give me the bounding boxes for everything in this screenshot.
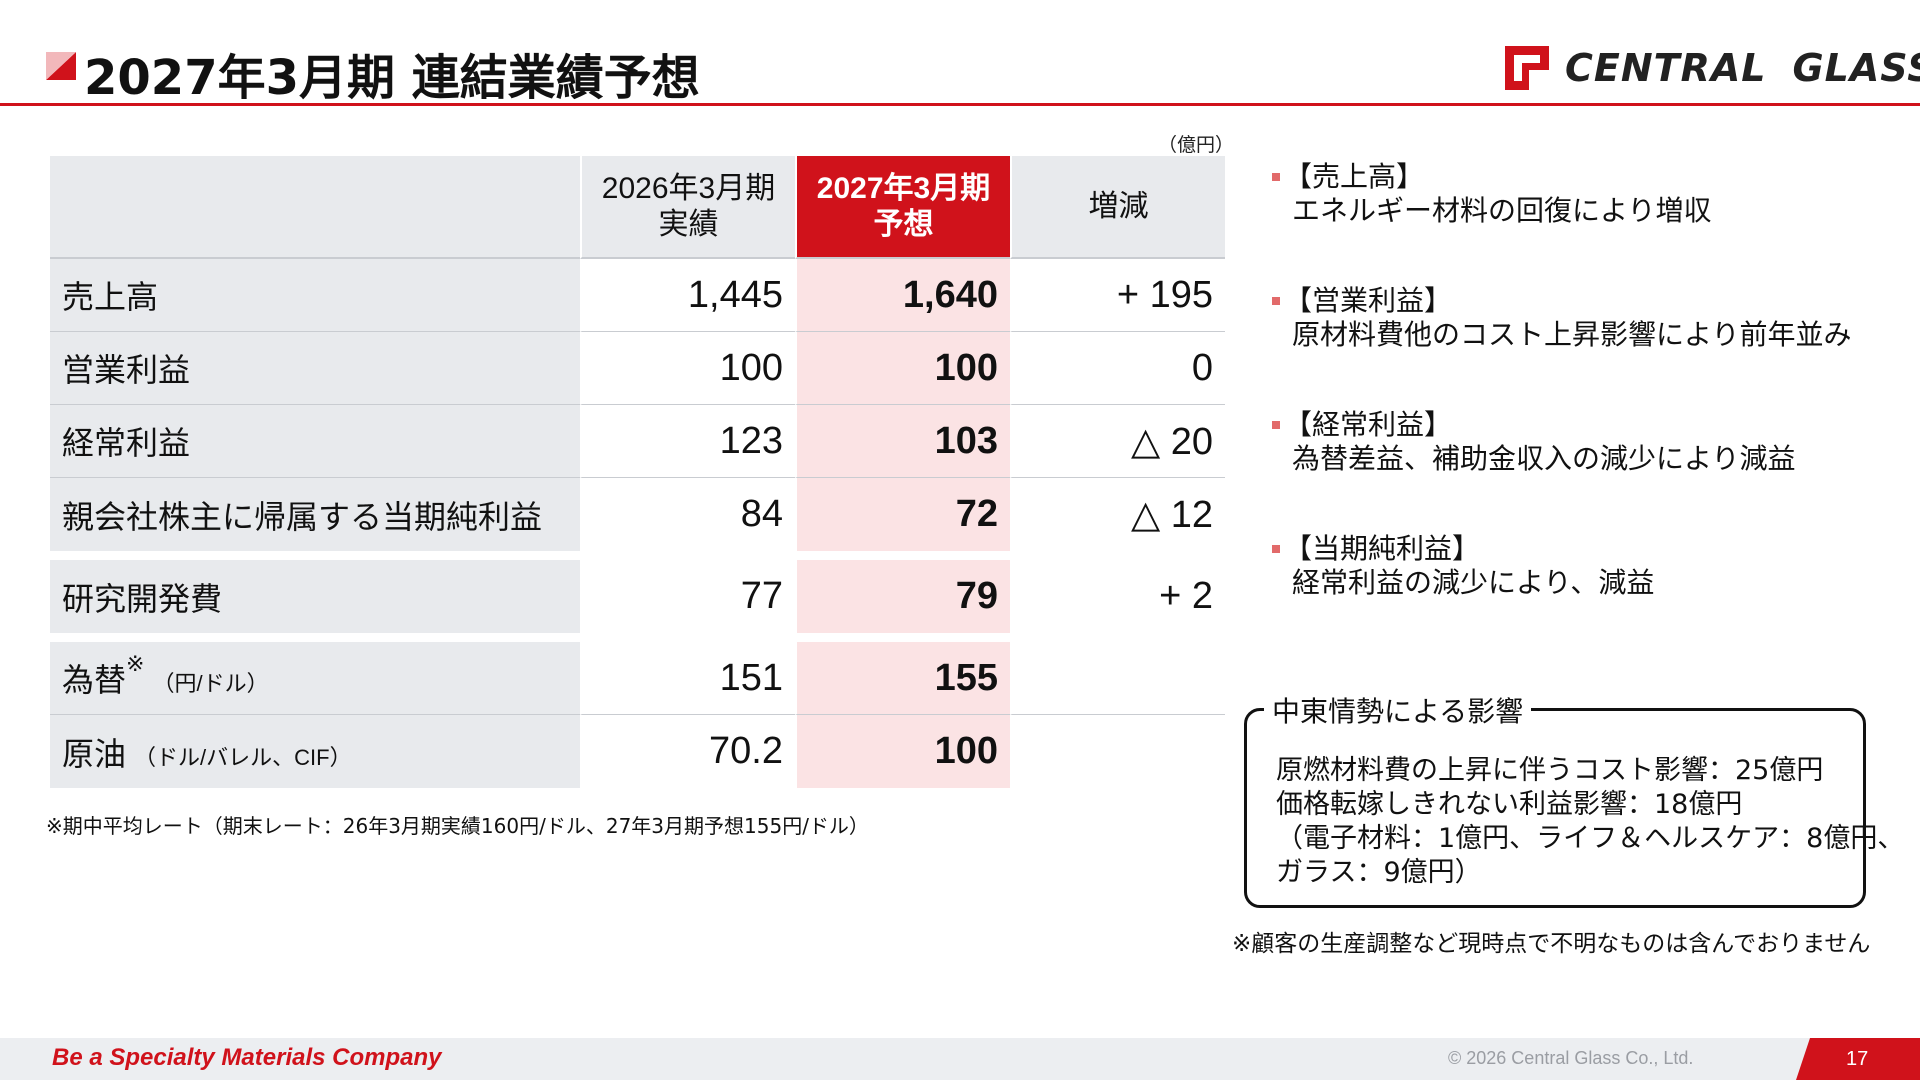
central-glass-logo-icon: [1505, 46, 1549, 90]
forecast-value: 103: [795, 405, 1010, 478]
forecast-value: 100: [795, 332, 1010, 405]
middle-east-note: ※顧客の生産調整など現時点で不明なものは含んでおりません: [1232, 931, 1871, 957]
copyright-text: © 2026 Central Glass Co., Ltd.: [1448, 1048, 1694, 1068]
list-item: 【経常利益】 為替差益、補助金収入の減少により減益: [1270, 408, 1910, 476]
table-row: 経常利益 123 103 △ 20: [50, 405, 1225, 478]
logo-word-glass: GLASS: [1792, 46, 1920, 90]
middle-east-impact-box: [1244, 708, 1866, 908]
company-slogan: Be a Specialty Materials Company: [52, 1044, 442, 1071]
prev-value: 151: [580, 642, 795, 715]
row-label: 営業利益: [50, 332, 580, 405]
slide-footer: Be a Specialty Materials Company © 2026 …: [0, 1038, 1920, 1080]
change-value-empty: [1010, 642, 1225, 715]
prev-value: 70.2: [580, 715, 795, 788]
forecast-value: 100: [795, 715, 1010, 788]
table-row: 親会社株主に帰属する当期純利益 84 72 △ 12: [50, 478, 1225, 551]
change-value: + 195: [1010, 259, 1225, 332]
change-value: 0: [1010, 332, 1225, 405]
list-item: 【売上高】 エネルギー材料の回復により増収: [1270, 160, 1910, 228]
forecast-value: 1,640: [795, 259, 1010, 332]
table-row: 営業利益 100 100 0: [50, 332, 1225, 405]
middle-east-box-title: 中東情勢による影響: [1264, 690, 1532, 730]
header-prev-line2: 実績: [658, 207, 719, 241]
header-divider: [0, 103, 1920, 106]
impact-line: （電子材料：1億円、ライフ＆ヘルスケア：8億円、: [1276, 823, 1905, 854]
bullet-text: 原材料費他のコスト上昇影響により前年並み: [1292, 318, 1852, 351]
commentary-list: 【売上高】 エネルギー材料の回復により増収 【営業利益】 原材料費他のコスト上昇…: [1270, 160, 1910, 656]
impact-line: 原燃材料費の上昇に伴うコスト影響：25億円: [1276, 755, 1824, 786]
bullet-square-icon: [1272, 421, 1280, 429]
bullet-heading: 【当期純利益】: [1284, 532, 1481, 565]
impact-line: 価格転嫁しきれない利益影響：18億円: [1276, 789, 1743, 820]
change-value: △ 20: [1010, 405, 1225, 478]
page-number-tab-icon: [1796, 1038, 1920, 1080]
oil-label: 原油: [62, 735, 127, 772]
table-spacer: [50, 551, 1225, 560]
bullet-heading: 【売上高】: [1284, 160, 1425, 193]
bullet-text: 為替差益、補助金収入の減少により減益: [1292, 442, 1796, 475]
impact-line: ガラス：9億円）: [1276, 857, 1482, 888]
row-label: 親会社株主に帰属する当期純利益: [50, 478, 580, 551]
unit-label: （億円）: [1158, 134, 1235, 156]
prev-value: 84: [580, 478, 795, 551]
bullet-text: エネルギー材料の回復により増収: [1292, 194, 1712, 227]
fx-label: 為替: [62, 662, 127, 698]
page-title: 2027年3月期 連結業績予想: [84, 50, 700, 106]
table-header-row: 2026年3月期 実績 2027年3月期 予想 増減: [50, 156, 1225, 259]
header-cur-line1: 2027年3月期: [816, 171, 991, 205]
header-cur-line2: 予想: [873, 207, 934, 241]
list-item: 【営業利益】 原材料費他のコスト上昇影響により前年並み: [1270, 284, 1910, 352]
middle-east-box-body: 原燃材料費の上昇に伴うコスト影響：25億円 価格転嫁しきれない利益影響：18億円…: [1276, 754, 1904, 890]
prev-value: 77: [580, 560, 795, 633]
header-prev-line1: 2026年3月期: [601, 171, 776, 205]
forecast-value: 79: [795, 560, 1010, 633]
change-value-empty: [1010, 715, 1225, 788]
bullet-square-icon: [1272, 297, 1280, 305]
title-marker-icon: [46, 52, 76, 80]
oil-unit: （ドル/バレル、CIF）: [134, 744, 352, 770]
table-spacer: [50, 633, 1225, 642]
header-prev-year: 2026年3月期 実績: [580, 156, 795, 259]
forecast-value: 72: [795, 478, 1010, 551]
row-label-fx: 為替※ （円/ドル）: [50, 642, 580, 715]
fx-unit: （円/ドル）: [152, 671, 269, 696]
table-row: 売上高 1,445 1,640 + 195: [50, 259, 1225, 332]
logo-wordmark: CENTRAL GLASS: [1565, 46, 1920, 90]
prev-value: 1,445: [580, 259, 795, 332]
fx-note-mark: ※: [126, 651, 145, 676]
table-row-fx: 為替※ （円/ドル） 151 155: [50, 642, 1225, 715]
list-item: 【当期純利益】 経常利益の減少により、減益: [1270, 532, 1910, 600]
table-row-oil: 原油 （ドル/バレル、CIF） 70.2 100: [50, 715, 1225, 788]
table-row-rnd: 研究開発費 77 79 + 2: [50, 560, 1225, 633]
prev-value: 123: [580, 405, 795, 478]
logo-word-central: CENTRAL: [1565, 46, 1767, 90]
fx-footnote: ※期中平均レート（期末レート：26年3月期実績160円/ドル、27年3月期予想1…: [46, 814, 869, 838]
bullet-heading: 【経常利益】: [1284, 408, 1453, 441]
page-number: 17: [1846, 1048, 1869, 1070]
header-empty-cell: [50, 156, 580, 259]
header-forecast-year: 2027年3月期 予想: [795, 156, 1010, 259]
prev-value: 100: [580, 332, 795, 405]
row-label-oil: 原油 （ドル/バレル、CIF）: [50, 715, 580, 788]
bullet-text: 経常利益の減少により、減益: [1292, 566, 1655, 599]
forecast-value: 155: [795, 642, 1010, 715]
bullet-heading: 【営業利益】: [1284, 284, 1453, 317]
forecast-table: 2026年3月期 実績 2027年3月期 予想 増減 売上高 1,445 1,640…: [50, 156, 1225, 788]
bullet-square-icon: [1272, 545, 1280, 553]
bullet-square-icon: [1272, 173, 1280, 181]
change-value: + 2: [1010, 560, 1225, 633]
slide-header: 2027年3月期 連結業績予想 CENTRAL GLASS: [0, 0, 1920, 108]
row-label: 経常利益: [50, 405, 580, 478]
company-logo: CENTRAL GLASS: [1505, 44, 1920, 92]
change-value: △ 12: [1010, 478, 1225, 551]
row-label: 研究開発費: [50, 560, 580, 633]
row-label: 売上高: [50, 259, 580, 332]
header-change: 増減: [1010, 156, 1225, 259]
